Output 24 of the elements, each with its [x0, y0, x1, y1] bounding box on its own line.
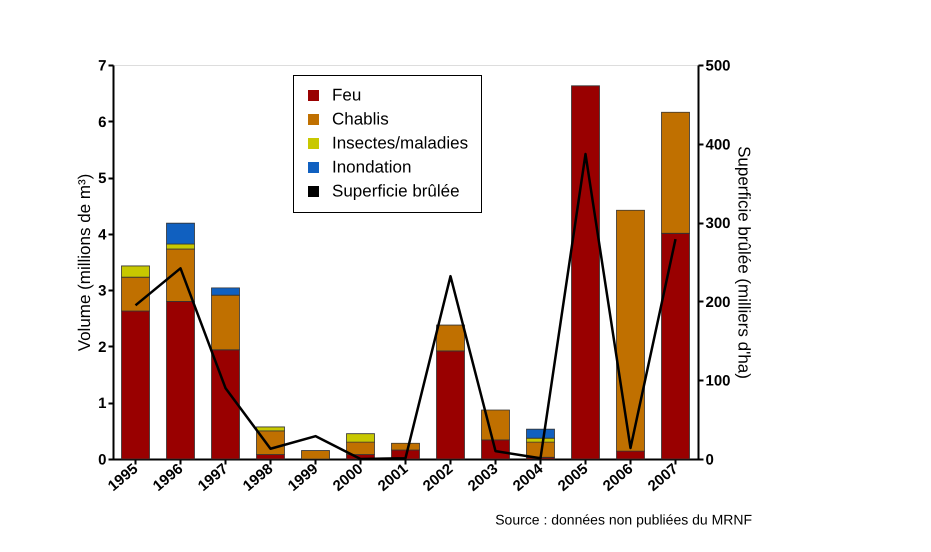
source-note: Source : données non publiées du MRNF	[495, 512, 752, 528]
y-tick-label: 4	[98, 226, 108, 244]
y2-tick-label: 0	[706, 452, 714, 468]
legend-label: Feu	[332, 86, 362, 104]
y2-tick-label: 500	[706, 58, 731, 74]
y-tick-label: 3	[98, 282, 106, 300]
y-tick-label: 6	[98, 114, 106, 131]
bar	[571, 85, 600, 460]
legend-label: Insectes/maladies	[332, 134, 468, 152]
y2-tick-label: 300	[706, 215, 731, 232]
y-axis-title: Volume (millions de m³)	[75, 174, 94, 352]
y-tick-label: 0	[98, 452, 106, 468]
legend-label: Inondation	[332, 158, 412, 176]
y-tick-label: 2	[98, 338, 106, 356]
legend-label: Chablis	[332, 110, 389, 128]
y-tick-label: 1	[98, 395, 106, 412]
y-tick-label: 5	[98, 170, 106, 188]
legend-label: Superficie brûlée	[332, 182, 460, 200]
bar	[301, 450, 330, 460]
y-tick-label: 7	[98, 58, 106, 74]
y2-tick-label: 200	[706, 294, 731, 311]
y2-tick-label: 400	[706, 136, 731, 154]
y2-tick-label: 100	[706, 372, 731, 390]
y2-axis-title: Superficie brûlée (milliers d'ha)	[734, 146, 754, 379]
